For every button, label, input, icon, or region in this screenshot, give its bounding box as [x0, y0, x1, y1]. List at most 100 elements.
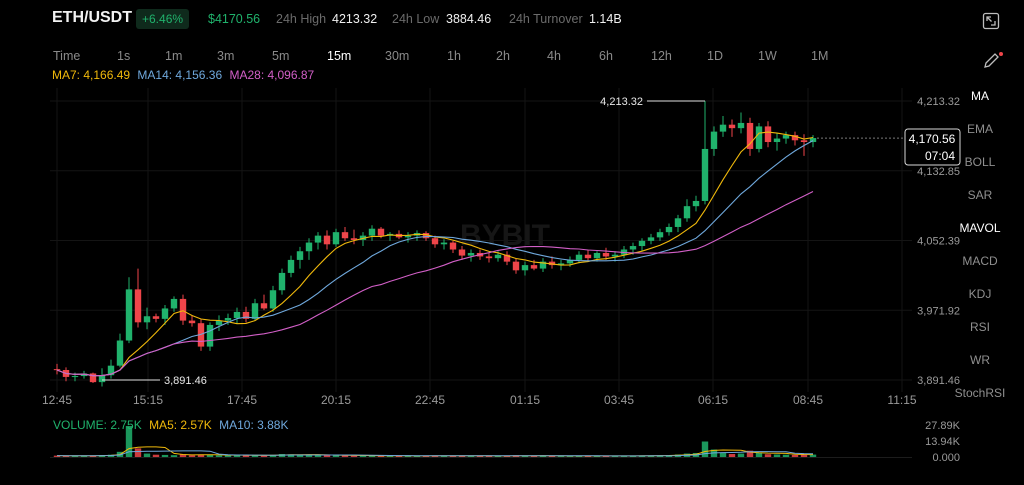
candle-body — [701, 148, 709, 201]
volume-bar — [350, 455, 358, 457]
candle-body — [314, 235, 322, 243]
tab-1m[interactable]: 1M — [811, 49, 829, 63]
ma14-legend: MA14: 4,156.36 — [137, 68, 223, 82]
volume-bar — [773, 454, 781, 457]
low-label: 24h Low — [392, 12, 440, 26]
tab-6h[interactable]: 6h — [599, 49, 613, 63]
x-tick-label: 17:45 — [227, 393, 257, 407]
candle-body — [755, 126, 763, 149]
x-tick-label: 20:15 — [321, 393, 351, 407]
candle-body — [719, 124, 727, 132]
indicator-wr[interactable]: WR — [970, 353, 990, 367]
candle-body — [422, 233, 430, 239]
candle-body — [602, 252, 610, 257]
candle-body — [728, 124, 736, 129]
volume-bar — [287, 454, 295, 457]
candle-body — [143, 316, 151, 323]
tab-2h[interactable]: 2h — [496, 49, 510, 63]
ma-legend: MA7: 4,166.49 MA14: 4,156.36 MA28: 4,096… — [52, 68, 318, 82]
tab-4h[interactable]: 4h — [547, 49, 561, 63]
volume-bar — [233, 455, 241, 457]
indicator-rsi[interactable]: RSI — [969, 320, 990, 334]
candle-body — [629, 246, 637, 250]
candle-body — [368, 228, 376, 236]
candles — [53, 101, 817, 387]
candle-body — [404, 235, 412, 238]
countdown-label: 07:04 — [925, 149, 955, 163]
volume-bar — [458, 455, 466, 457]
volume-bar — [395, 455, 403, 457]
candle-body — [557, 263, 565, 266]
candle-body — [467, 252, 475, 256]
indicator-sar[interactable]: SAR — [967, 188, 993, 202]
indicator-ma[interactable]: MA — [971, 89, 989, 103]
indicator-kdj[interactable]: KDJ — [968, 287, 992, 301]
pair-title[interactable]: ETH/USDT — [52, 9, 132, 26]
volume-bar — [224, 455, 232, 457]
ma7-legend: MA7: 4,166.49 — [52, 68, 131, 82]
indicator-macd[interactable]: MACD — [962, 254, 998, 268]
last-price: $4170.56 — [208, 12, 261, 26]
tab-1s[interactable]: 1s — [117, 49, 131, 63]
candle-body — [764, 126, 772, 143]
candle-body — [350, 238, 358, 240]
candle-body — [647, 237, 655, 241]
tab-5m[interactable]: 5m — [272, 49, 290, 63]
volume-axis: 27.89K 13.94K 0.000 — [925, 420, 961, 464]
candle-body — [332, 232, 340, 245]
candle-body — [116, 340, 124, 366]
volume-bar — [431, 455, 439, 457]
axis-ticks: 4,213.32 4,132.85 4,052.39 3,971.92 3,891.46… — [42, 96, 960, 407]
candle-body — [575, 254, 583, 260]
vol-ma10-line — [56, 450, 814, 457]
candle-body — [665, 226, 673, 233]
x-tick-label: 03:45 — [604, 393, 634, 407]
indicator-stochrsi[interactable]: StochRSI — [954, 386, 1006, 400]
volume-bar — [791, 454, 799, 457]
tab-1d[interactable]: 1D — [707, 49, 723, 63]
low-value: 3884.46 — [446, 12, 492, 26]
volume-bar — [179, 454, 187, 457]
tab-1h[interactable]: 1h — [447, 49, 461, 63]
volume-tick-label: 27.89K — [925, 420, 961, 432]
tab-15m[interactable]: 15m — [327, 49, 352, 63]
x-tick-label: 22:45 — [415, 393, 445, 407]
indicator-mavol[interactable]: MAVOL — [959, 221, 1001, 235]
candle-body — [440, 242, 448, 245]
candle-body — [161, 308, 169, 319]
current-price-box — [904, 128, 961, 166]
turnover-value: 1.14B — [589, 12, 622, 26]
candle-body — [323, 235, 331, 245]
x-tick-label: 06:15 — [698, 393, 728, 407]
indicator-boll[interactable]: BOLL — [964, 155, 996, 169]
candle-body — [584, 254, 592, 259]
candle-body — [503, 254, 511, 262]
candle-body — [611, 254, 619, 257]
volume-bar — [152, 454, 160, 457]
tab-1m[interactable]: 1m — [165, 49, 183, 63]
volume-bar — [593, 455, 601, 457]
ma-lines — [56, 131, 814, 377]
volume-bar — [440, 455, 448, 457]
tab-12h[interactable]: 12h — [651, 49, 672, 63]
volume-bar — [269, 454, 277, 457]
tab-1w[interactable]: 1W — [758, 49, 777, 63]
tab-time[interactable]: Time — [53, 49, 81, 63]
tab-3m[interactable]: 3m — [217, 49, 235, 63]
y-tick-label: 4,132.85 — [917, 166, 960, 178]
fullscreen-icon[interactable] — [982, 12, 1000, 30]
candle-body — [125, 289, 133, 341]
low-marker-label: 3,891.46 — [164, 375, 207, 387]
candle-body — [683, 206, 691, 219]
volume-bar — [242, 455, 250, 457]
candle-body — [809, 138, 817, 143]
candle-body — [71, 376, 79, 378]
tab-30m[interactable]: 30m — [385, 49, 410, 63]
candle-body — [251, 303, 259, 319]
indicator-ema[interactable]: EMA — [966, 122, 993, 136]
volume-bar — [584, 455, 592, 457]
pencil-icon[interactable] — [982, 51, 1004, 71]
volume-bar — [332, 455, 340, 457]
volume-bar — [80, 455, 88, 457]
